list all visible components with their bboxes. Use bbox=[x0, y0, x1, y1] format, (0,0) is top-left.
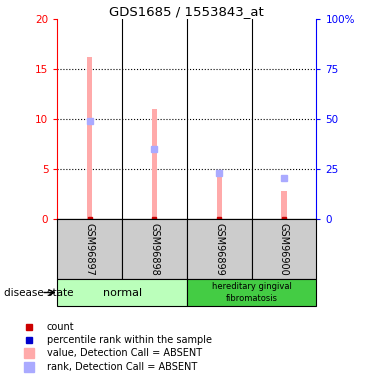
Bar bbox=[187, 219, 252, 279]
Text: GSM96898: GSM96898 bbox=[149, 223, 159, 276]
Bar bbox=[57, 219, 122, 279]
Bar bbox=[152, 109, 157, 219]
Text: value, Detection Call = ABSENT: value, Detection Call = ABSENT bbox=[47, 348, 202, 358]
Bar bbox=[252, 219, 316, 279]
Bar bbox=[187, 279, 316, 306]
Bar bbox=[282, 191, 287, 219]
Text: hereditary gingival
fibromatosis: hereditary gingival fibromatosis bbox=[212, 282, 292, 303]
Text: percentile rank within the sample: percentile rank within the sample bbox=[47, 335, 212, 345]
Bar bbox=[87, 57, 92, 219]
Bar bbox=[122, 219, 187, 279]
Text: rank, Detection Call = ABSENT: rank, Detection Call = ABSENT bbox=[47, 362, 197, 372]
Text: count: count bbox=[47, 322, 74, 332]
Title: GDS1685 / 1553843_at: GDS1685 / 1553843_at bbox=[110, 4, 264, 18]
Bar bbox=[57, 279, 187, 306]
Text: GSM96899: GSM96899 bbox=[214, 223, 224, 276]
Text: GSM96900: GSM96900 bbox=[279, 223, 289, 276]
Bar bbox=[216, 175, 222, 219]
Text: normal: normal bbox=[102, 288, 142, 297]
Text: GSM96897: GSM96897 bbox=[85, 223, 95, 276]
Text: disease state: disease state bbox=[4, 288, 73, 297]
